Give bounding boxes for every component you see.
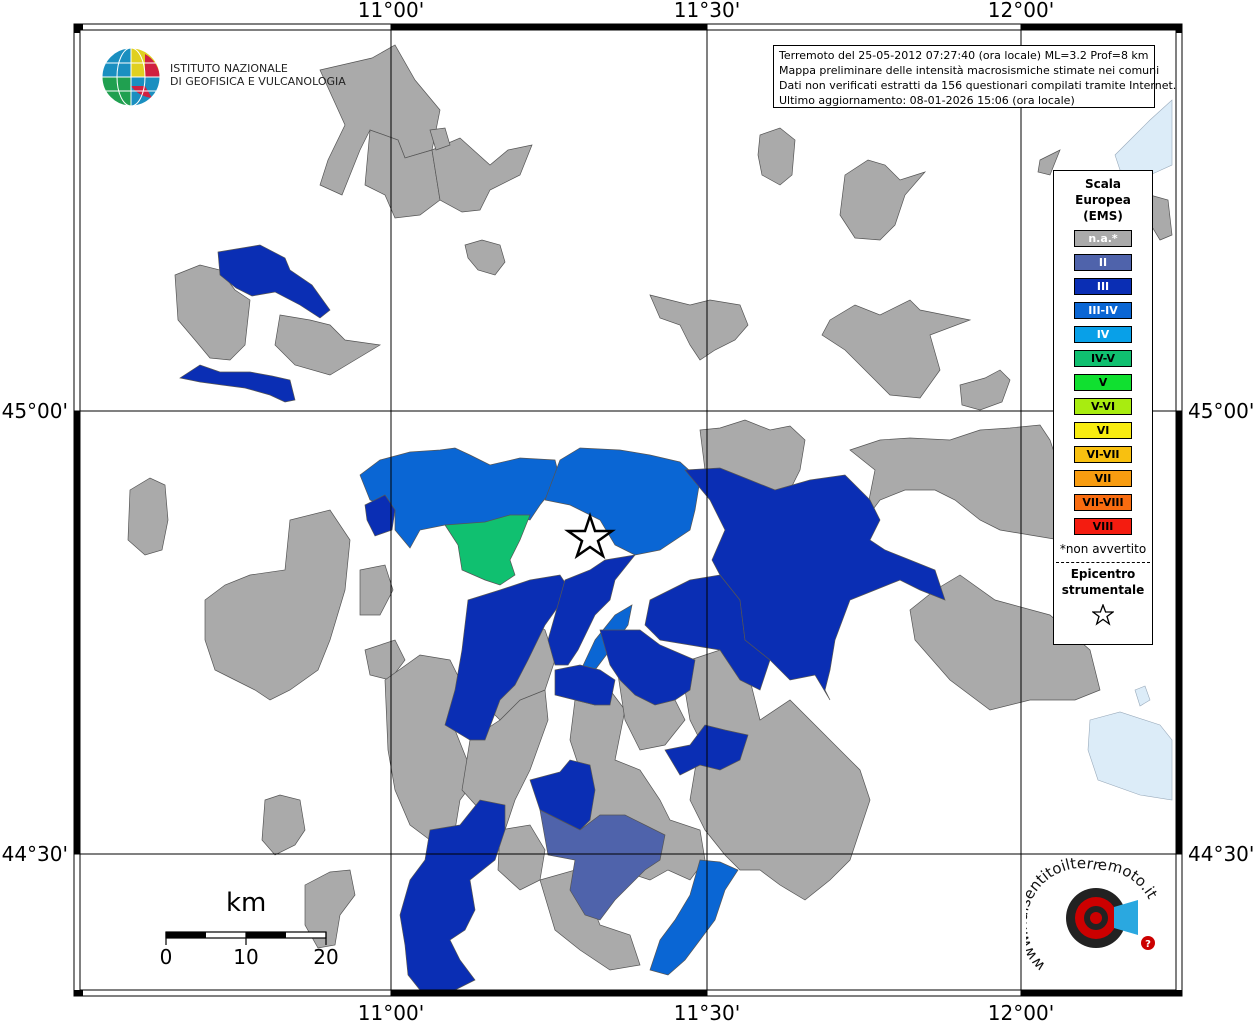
legend-swatch: III <box>1074 278 1132 295</box>
legend-separator <box>1056 562 1150 563</box>
event-info-line: Mappa preliminare delle intensità macros… <box>779 64 1160 77</box>
municipality <box>547 554 636 666</box>
graticule <box>74 24 1182 996</box>
legend-title-line: Europea <box>1075 193 1131 207</box>
legend-swatch: VI <box>1074 422 1132 439</box>
lon-label-bottom: 12°00' <box>988 1001 1054 1024</box>
legend-swatch: V-VI <box>1074 398 1132 415</box>
municipality <box>649 859 739 976</box>
event-info-line: Terremoto del 25-05-2012 07:27:40 (ora l… <box>779 49 1149 62</box>
legend-swatch: n.a.* <box>1074 230 1132 247</box>
legend-swatch: IV <box>1074 326 1132 343</box>
event-info-line: Dati non verificati estratti da 156 ques… <box>779 79 1177 92</box>
legend-epicentre-label: Epicentro strumentale <box>1054 566 1152 598</box>
municipality <box>179 364 296 403</box>
lat-label-left: 45°00' <box>2 399 68 423</box>
frame-border <box>73 23 1183 997</box>
ingv-logo: ISTITUTO NAZIONALE DI GEOFISICA E VULCAN… <box>100 46 350 110</box>
legend-swatch: III-IV <box>1074 302 1132 319</box>
lon-label-bottom: 11°30' <box>674 1001 740 1024</box>
municipality <box>431 137 533 213</box>
legend-swatch: VII-VIII <box>1074 494 1132 511</box>
lagoon-south <box>1087 711 1173 801</box>
municipality <box>399 799 506 991</box>
municipality <box>554 664 616 706</box>
municipality <box>544 447 701 556</box>
municipality <box>364 494 396 537</box>
municipality <box>274 314 382 376</box>
legend-swatch: VIII <box>1074 518 1132 535</box>
scale-tick-label: 10 <box>233 945 258 969</box>
logo-line: ISTITUTO NAZIONALE <box>170 62 288 75</box>
legend-epicentre-line: Epicentro <box>1070 567 1136 581</box>
legend-title-line: Scala <box>1084 177 1122 191</box>
legend-star-icon <box>1054 603 1152 629</box>
lagoon-islet <box>1134 685 1151 707</box>
legend-epicentre-line: strumentale <box>1061 583 1145 597</box>
municipality <box>539 809 666 921</box>
event-info-box: Terremoto del 25-05-2012 07:27:40 (ora l… <box>773 45 1177 108</box>
lat-label-right: 45°00' <box>1188 399 1254 423</box>
municipality <box>909 574 1101 711</box>
municipality <box>1037 149 1061 176</box>
legend-note: *non avvertito <box>1059 542 1147 556</box>
municipality <box>217 244 331 319</box>
municipality <box>757 127 796 186</box>
legend-swatch: II <box>1074 254 1132 271</box>
municipalities-intensity-ii <box>539 809 666 921</box>
haisentito-badge-mark: ? <box>1145 939 1151 950</box>
logo-text: ISTITUTO NAZIONALE DI GEOFISICA E VULCAN… <box>170 62 346 88</box>
municipality <box>444 514 531 586</box>
globe-icon <box>101 47 161 107</box>
scale-bar: 0 10 20 <box>160 931 339 969</box>
logo-line: DI GEOFISICA E VULCANOLOGIA <box>170 75 346 88</box>
municipality <box>684 467 946 701</box>
lon-label-top: 11°00' <box>358 0 424 22</box>
municipalities-intensity-iv-v <box>444 514 531 586</box>
municipality <box>839 159 927 241</box>
municipality <box>821 299 972 399</box>
municipality <box>174 264 251 361</box>
legend-swatch: VII <box>1074 470 1132 487</box>
legend-title-line: (EMS) <box>1083 209 1123 223</box>
lon-label-bottom: 11°00' <box>358 1001 424 1024</box>
scale-tick-label: 20 <box>313 945 338 969</box>
lat-label-left: 44°30' <box>2 842 68 866</box>
lat-label-right: 44°30' <box>1188 842 1254 866</box>
legend-swatch: IV-V <box>1074 350 1132 367</box>
haisentito-badge-icon: ? www.haisentitoilterremoto.it <box>1012 854 1161 975</box>
epicentre-star-icon <box>564 512 616 560</box>
municipality <box>359 564 394 616</box>
legend-items: n.a.* II III III-IV IV IV-V V V-VI VI VI-VII VII VI… <box>1054 230 1152 535</box>
municipality <box>127 477 169 556</box>
municipality <box>444 574 571 741</box>
event-info-line: Ultimo aggiornamento: 08-01-2026 15:06 (… <box>779 94 1075 107</box>
scale-tick-label: 0 <box>160 945 173 969</box>
municipality <box>364 129 441 219</box>
municipality <box>464 239 506 276</box>
scale-title: km <box>226 888 267 918</box>
municipality <box>359 447 561 549</box>
lon-label-top: 11°30' <box>674 0 740 22</box>
municipality <box>261 794 306 856</box>
lon-label-top: 12°00' <box>988 0 1054 22</box>
legend-title: Scala Europea (EMS) <box>1054 176 1152 224</box>
ems-legend: Scala Europea (EMS) n.a.* II III III-IV IV IV… <box>1053 170 1153 645</box>
municipality <box>429 127 451 151</box>
municipality <box>599 629 696 706</box>
municipality <box>204 509 351 701</box>
haisentito-logo[interactable]: ? www.haisentitoilterremoto.it <box>1012 854 1176 985</box>
legend-swatch: V <box>1074 374 1132 391</box>
municipality <box>364 639 406 681</box>
legend-swatch: VI-VII <box>1074 446 1132 463</box>
municipality <box>959 369 1011 411</box>
